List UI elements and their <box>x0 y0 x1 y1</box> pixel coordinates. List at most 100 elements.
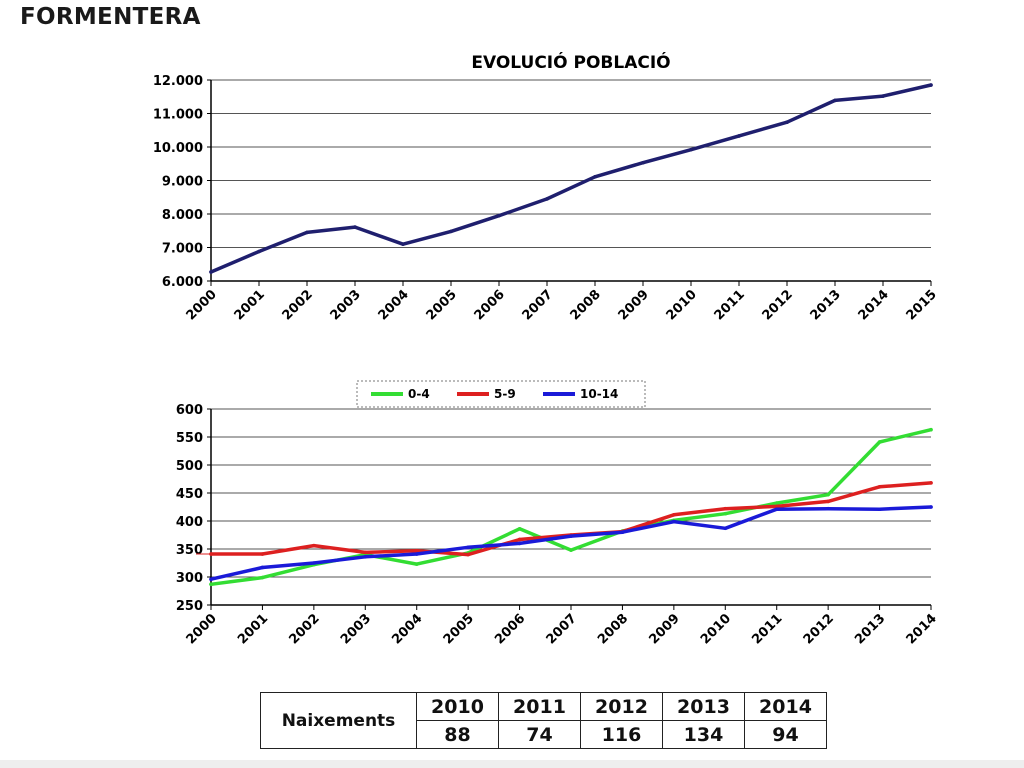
x-tick-label: 2004 <box>376 287 412 323</box>
page-title: FORMENTERA <box>20 4 201 30</box>
x-tick-label: 2003 <box>338 611 374 647</box>
series-line-10-14 <box>209 505 933 581</box>
y-tick-label: 6.000 <box>162 275 203 290</box>
data-point-10-14 <box>723 526 728 531</box>
data-point-10-14 <box>260 565 265 570</box>
data-point-5-9 <box>312 543 316 548</box>
data-point <box>737 134 741 138</box>
legend-label-0-4: 0-4 <box>408 387 430 401</box>
data-point-5-9 <box>517 537 522 542</box>
x-tick-label: 2008 <box>595 611 631 647</box>
x-tick-label: 2013 <box>852 611 888 647</box>
births-year-cell: 2014 <box>744 692 827 721</box>
series-line-5-9 <box>209 481 933 557</box>
data-point <box>689 147 693 152</box>
y-tick-label: 600 <box>176 403 203 418</box>
data-point-10-14 <box>517 541 522 546</box>
x-tick-label: 2012 <box>760 287 796 323</box>
data-point-0-4 <box>723 511 728 516</box>
data-point <box>833 98 837 103</box>
data-point-10-14 <box>414 552 419 556</box>
y-tick-label: 450 <box>176 487 203 502</box>
x-tick-label: 2002 <box>280 287 316 323</box>
data-point-0-4 <box>414 562 419 566</box>
x-tick-label: 2010 <box>698 611 734 647</box>
x-tick-label: 2005 <box>441 611 477 647</box>
y-tick-label: 500 <box>176 459 203 474</box>
data-point-0-4 <box>517 527 522 531</box>
x-tick-label: 2001 <box>235 611 271 647</box>
data-point-5-9 <box>929 481 933 485</box>
data-point-5-9 <box>672 513 676 517</box>
y-tick-label: 11.000 <box>153 108 203 123</box>
data-point-0-4 <box>569 548 573 552</box>
x-tick-label: 2001 <box>232 287 268 323</box>
births-value-cell: 74 <box>498 720 581 749</box>
x-tick-label: 2015 <box>904 287 940 323</box>
x-tick-label: 2012 <box>801 611 837 647</box>
data-point-10-14 <box>569 534 573 538</box>
data-point <box>641 160 645 165</box>
data-point <box>881 94 885 98</box>
x-tick-label: 2007 <box>544 611 580 647</box>
y-tick-label: 550 <box>176 431 203 446</box>
data-point-5-9 <box>363 550 368 555</box>
data-point-5-9 <box>414 548 419 553</box>
data-point-0-4 <box>209 582 213 587</box>
x-tick-label: 2006 <box>492 611 528 647</box>
x-tick-label: 2009 <box>646 611 682 647</box>
x-tick-label: 2007 <box>520 287 556 323</box>
bottom-bar <box>0 760 1024 768</box>
x-tick-label: 2011 <box>749 611 785 647</box>
births-value-cell: 94 <box>744 720 827 749</box>
births-year-cell: 2013 <box>662 692 745 721</box>
data-point-10-14 <box>209 577 213 582</box>
births-year-cell: 2011 <box>498 692 581 721</box>
x-tick-label: 2000 <box>184 287 220 323</box>
births-table: Naixements 2010 2011 2012 2013 2014 88 7… <box>260 692 827 749</box>
x-tick-label: 2009 <box>616 287 652 323</box>
births-value-cell: 134 <box>662 720 745 749</box>
y-tick-label: 12.000 <box>153 74 203 89</box>
data-point-10-14 <box>620 530 625 534</box>
births-value-cell: 88 <box>416 720 499 749</box>
x-tick-label: 2004 <box>389 611 425 647</box>
legend-box <box>356 380 646 408</box>
data-point-5-9 <box>774 504 779 509</box>
data-point <box>545 197 549 201</box>
data-point-5-9 <box>877 485 882 489</box>
data-point <box>497 213 501 218</box>
x-tick-label: 2014 <box>904 611 940 647</box>
data-point-10-14 <box>929 505 933 509</box>
data-point-0-4 <box>774 501 779 505</box>
x-tick-label: 2013 <box>808 287 844 323</box>
x-tick-label: 2011 <box>712 287 748 323</box>
data-point-10-14 <box>363 555 368 559</box>
x-tick-label: 2003 <box>328 287 364 323</box>
data-point <box>353 225 357 229</box>
x-tick-label: 2014 <box>856 287 892 323</box>
x-tick-label: 2008 <box>568 287 604 323</box>
data-point-0-4 <box>877 440 882 444</box>
x-tick-label: 2006 <box>472 287 508 323</box>
births-year-cell: 2010 <box>416 692 499 721</box>
data-point-10-14 <box>877 507 882 512</box>
y-tick-label: 300 <box>176 571 203 586</box>
y-tick-label: 7.000 <box>162 242 203 257</box>
data-point-10-14 <box>826 506 830 511</box>
x-tick-label: 2010 <box>664 287 700 323</box>
chart-title: EVOLUCIÓ POBLACIÓ <box>471 51 670 73</box>
births-table-header-row: Naixements 2010 2011 2012 2013 2014 <box>260 692 827 749</box>
data-point-10-14 <box>774 507 779 512</box>
births-row-header: Naixements <box>260 692 417 749</box>
legend-label-10-14: 10-14 <box>580 387 618 401</box>
y-tick-label: 400 <box>176 515 203 530</box>
births-table-value-row: 88 74 116 134 94 <box>261 720 827 749</box>
y-tick-label: 250 <box>176 599 203 614</box>
data-point <box>305 230 309 235</box>
data-point-0-4 <box>929 427 933 432</box>
data-point-5-9 <box>260 552 265 556</box>
data-point <box>929 83 933 87</box>
data-point-5-9 <box>826 499 830 504</box>
